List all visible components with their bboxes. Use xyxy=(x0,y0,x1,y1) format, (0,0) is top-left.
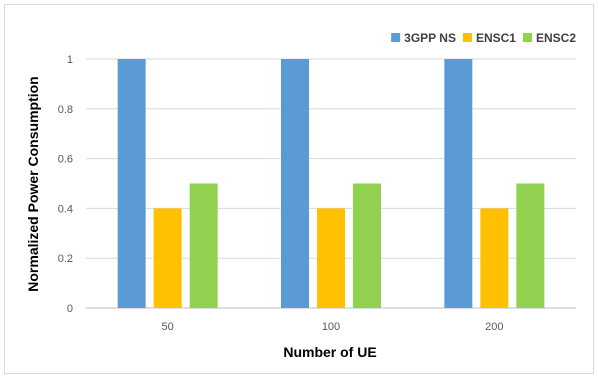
x-axis-title: Number of UE xyxy=(283,344,376,360)
legend: 3GPP NS ENSC1 ENSC2 xyxy=(391,31,576,45)
bar-ensc1-50 xyxy=(153,208,182,308)
bar-ensc1-100 xyxy=(317,208,345,308)
bar-ensc2-50 xyxy=(189,183,218,308)
legend-label: ENSC2 xyxy=(536,31,576,45)
bar-ensc1-200 xyxy=(480,208,509,308)
bar-ensc2-200 xyxy=(516,183,545,308)
y-axis-ticks: 0 0.2 0.4 0.6 0.8 1 xyxy=(58,54,73,315)
y-tick-label: 0.4 xyxy=(58,203,73,215)
bar-3gpp-ns-50 xyxy=(117,59,146,308)
x-tick-label: 200 xyxy=(485,321,503,333)
bar-ensc2-100 xyxy=(353,183,381,308)
legend-swatch xyxy=(522,33,532,42)
x-tick-label: 100 xyxy=(322,321,340,333)
legend-label: ENSC1 xyxy=(476,31,516,45)
x-axis-ticks: 50 100 200 xyxy=(162,321,504,333)
y-tick-label: 0.6 xyxy=(58,154,73,166)
legend-swatch xyxy=(391,33,401,42)
y-axis-title: Normalized Power Consumption xyxy=(25,76,41,291)
legend-swatch xyxy=(462,33,472,42)
x-tick-label: 50 xyxy=(162,321,174,333)
bar-3gpp-ns-200 xyxy=(444,59,473,308)
y-tick-label: 1 xyxy=(67,54,73,66)
legend-label: 3GPP NS xyxy=(404,31,456,45)
y-tick-label: 0.2 xyxy=(58,253,73,265)
y-tick-label: 0 xyxy=(67,303,73,315)
bars xyxy=(117,59,545,308)
y-tick-label: 0.8 xyxy=(58,104,73,116)
bar-3gpp-ns-100 xyxy=(281,59,309,308)
